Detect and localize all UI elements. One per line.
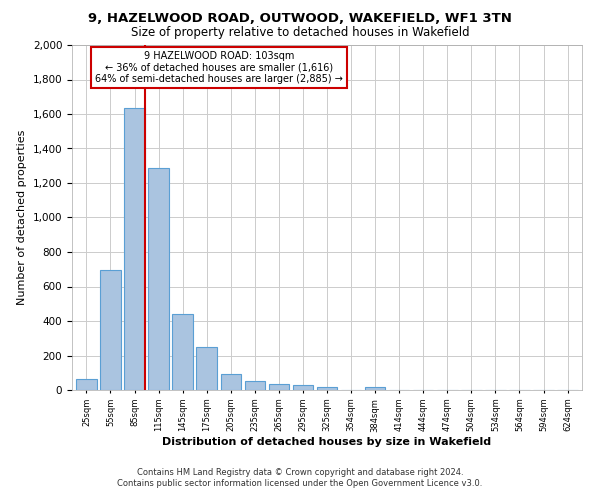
Bar [317, 388, 337, 390]
Text: 9, HAZELWOOD ROAD, OUTWOOD, WAKEFIELD, WF1 3TN: 9, HAZELWOOD ROAD, OUTWOOD, WAKEFIELD, W… [88, 12, 512, 26]
Bar [76, 379, 97, 390]
Bar [293, 385, 313, 390]
Bar [100, 270, 121, 390]
Text: Size of property relative to detached houses in Wakefield: Size of property relative to detached ho… [131, 26, 469, 39]
Bar [269, 384, 289, 390]
Text: 9 HAZELWOOD ROAD: 103sqm
← 36% of detached houses are smaller (1,616)
64% of sem: 9 HAZELWOOD ROAD: 103sqm ← 36% of detach… [95, 51, 343, 84]
Text: Contains HM Land Registry data © Crown copyright and database right 2024.
Contai: Contains HM Land Registry data © Crown c… [118, 468, 482, 487]
Bar [196, 347, 217, 390]
Bar [245, 380, 265, 390]
Bar [124, 108, 145, 390]
X-axis label: Distribution of detached houses by size in Wakefield: Distribution of detached houses by size … [163, 437, 491, 447]
Y-axis label: Number of detached properties: Number of detached properties [17, 130, 27, 305]
Bar [148, 168, 169, 390]
Bar [365, 387, 385, 390]
Bar [172, 314, 193, 390]
Bar [221, 374, 241, 390]
